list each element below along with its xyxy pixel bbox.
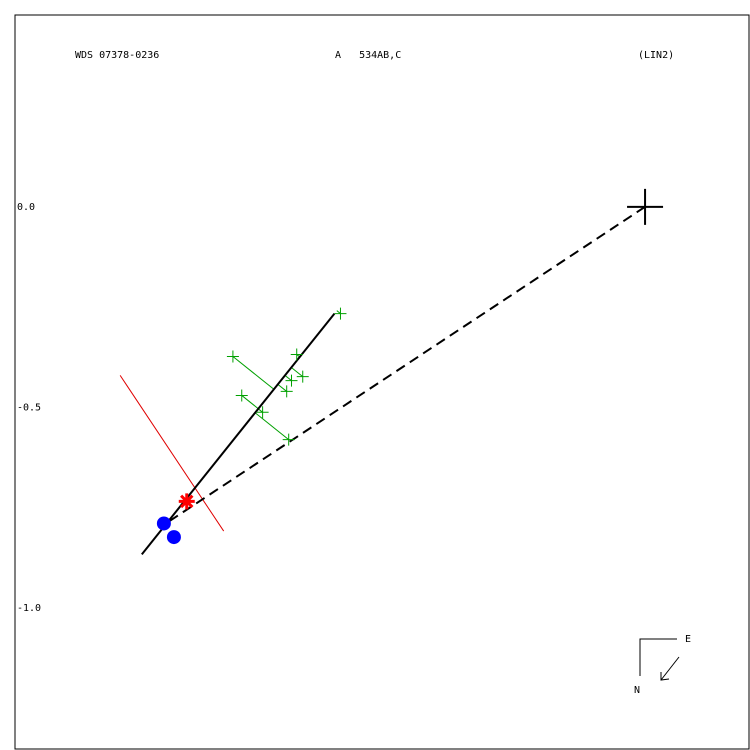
y-tick-label: 0.0 bbox=[17, 202, 35, 213]
dashed-line bbox=[164, 205, 646, 526]
compass-arrowhead bbox=[660, 672, 670, 681]
measure-point bbox=[296, 370, 309, 383]
plot-frame bbox=[14, 14, 750, 750]
residual-line bbox=[277, 383, 288, 392]
chart-title: WDS 07378-0236 bbox=[75, 50, 159, 61]
measure-point bbox=[280, 385, 293, 398]
perpendicular-line bbox=[119, 375, 225, 532]
fit-line bbox=[141, 312, 336, 555]
compass: E N bbox=[634, 634, 691, 696]
measure-point bbox=[256, 406, 269, 419]
residual-line bbox=[232, 356, 275, 390]
current-position bbox=[178, 493, 195, 510]
y-tick-label: -1.0 bbox=[17, 603, 41, 614]
measure-point bbox=[285, 374, 298, 387]
compass-east: E bbox=[685, 634, 691, 645]
residual-line bbox=[284, 374, 292, 381]
measure-point bbox=[282, 433, 295, 446]
annotation: (LIN2) bbox=[638, 50, 674, 61]
compass-axes bbox=[639, 638, 677, 676]
residual-line bbox=[291, 367, 304, 377]
companion-point bbox=[166, 530, 181, 545]
measure-point bbox=[290, 348, 303, 361]
measure-point bbox=[334, 307, 347, 320]
y-tick-label: -0.5 bbox=[17, 402, 41, 413]
companion-point bbox=[156, 516, 171, 531]
measure-point bbox=[226, 350, 239, 363]
compass-arrow bbox=[660, 656, 680, 681]
chart-subtitle: A 534AB,C bbox=[335, 50, 401, 61]
measure-point bbox=[235, 389, 248, 402]
residual-line bbox=[254, 412, 290, 440]
residual-line bbox=[241, 395, 259, 410]
compass-north: N bbox=[634, 685, 640, 696]
primary-star bbox=[627, 188, 664, 225]
